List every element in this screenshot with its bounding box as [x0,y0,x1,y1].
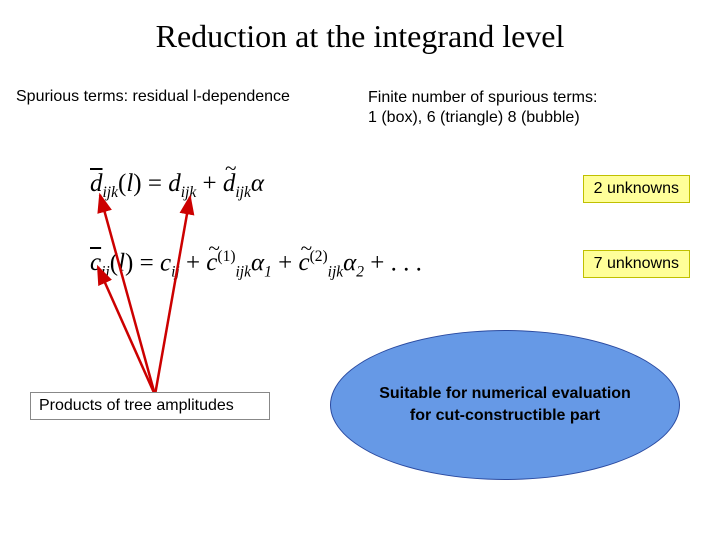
products-label-box: Products of tree amplitudes [30,392,270,420]
summary-ellipse: Suitable for numerical evaluation for cu… [330,330,680,480]
equation-d: dijk(l) = dijk + dijkα [90,170,264,202]
arrow-to-eq1-left [100,195,155,395]
left-subheader: Spurious terms: residual l-dependence [16,88,290,106]
unknowns-badge-d: 2 unknowns [583,175,690,203]
equation-c: cij(l) = cij + c(1)ijkα1 + c(2)ijkα2 + .… [90,248,422,281]
page-title: Reduction at the integrand level [0,18,720,55]
right-subheader-line2: 1 (box), 6 (triangle) 8 (bubble) [368,109,580,126]
arrow-to-eq1-right [155,197,190,395]
right-subheader: Finite number of spurious terms: 1 (box)… [368,88,597,128]
arrow-to-eq2 [98,267,155,395]
right-subheader-line1: Finite number of spurious terms: [368,89,597,106]
summary-ellipse-text: Suitable for numerical evaluation for cu… [379,383,631,426]
unknowns-badge-c: 7 unknowns [583,250,690,278]
arrows-group [60,185,280,415]
